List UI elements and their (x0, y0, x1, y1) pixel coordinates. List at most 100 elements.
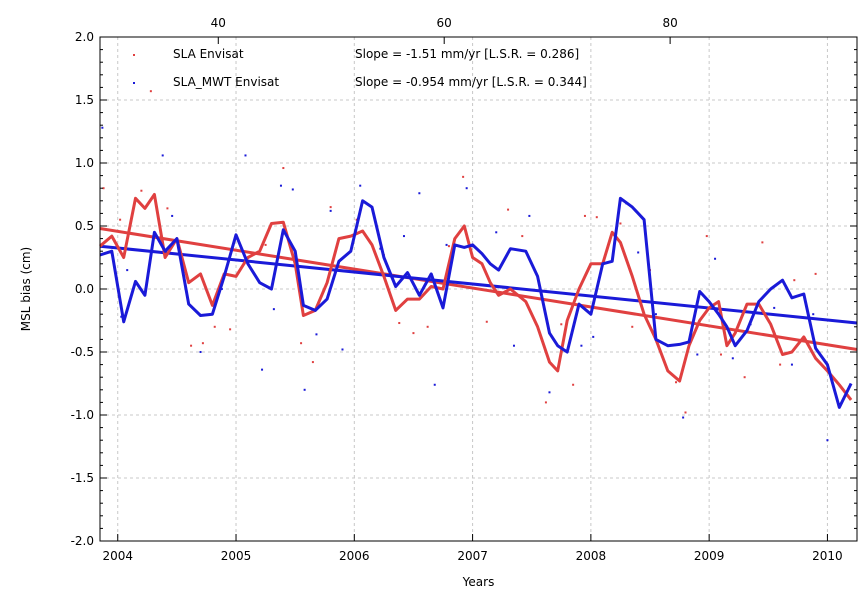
scatter-point (120, 315, 123, 318)
scatter-point (826, 439, 829, 442)
scatter-point (329, 209, 332, 212)
scatter-point (201, 342, 204, 345)
y-tick-label: 2.0 (75, 30, 94, 44)
y-tick-label: -2.0 (71, 534, 94, 548)
scatter-point (102, 187, 105, 190)
scatter-point (485, 320, 488, 323)
scatter-point (528, 214, 531, 217)
y-axis-label: MSL bias (cm) (19, 247, 33, 332)
scatter-point (166, 207, 169, 210)
scatter-point (101, 126, 104, 129)
scatter-point (229, 328, 232, 331)
y-tick-label: 0.5 (75, 219, 94, 233)
scatter-point (761, 241, 764, 244)
scatter-point (315, 333, 318, 336)
y-tick-label: 1.0 (75, 156, 94, 170)
scatter-point (433, 383, 436, 386)
scatter-point (412, 332, 415, 335)
scatter-point (282, 167, 285, 170)
x-tick-label: 2010 (812, 549, 843, 563)
scatter-point (279, 184, 282, 187)
scatter-point (548, 391, 551, 394)
scatter-point (743, 376, 746, 379)
scatter-point (329, 206, 332, 209)
scatter-point (631, 325, 634, 328)
scatter-point (426, 325, 429, 328)
scatter-point (213, 325, 216, 328)
scatter-point (714, 257, 717, 260)
trend-line (99, 244, 858, 325)
legend-slope-text: Slope = -0.954 mm/yr [L.S.R. = 0.344] (355, 75, 587, 89)
x-tick-label: 2009 (694, 549, 725, 563)
scatter-points (101, 90, 829, 442)
scatter-point (637, 251, 640, 254)
scatter-point (303, 388, 306, 391)
scatter-point (398, 322, 401, 325)
scatter-point (682, 416, 685, 419)
scatter-point (161, 154, 164, 157)
scatter-point (264, 243, 267, 246)
legend: SLA Envisat Slope = -1.51 mm/yr [L.S.R. =… (133, 47, 587, 89)
scatter-point (341, 348, 344, 351)
scatter-point (731, 357, 734, 360)
scatter-point (244, 154, 247, 157)
scatter-point (402, 235, 405, 238)
scatter-point (495, 231, 498, 234)
scatter-point (272, 308, 275, 311)
x-tick-label: 2008 (576, 549, 607, 563)
y-tick-label: -1.5 (71, 471, 94, 485)
scatter-point (619, 222, 622, 225)
scatter-point (171, 214, 174, 217)
scatter-point (462, 175, 465, 178)
legend-marker (133, 82, 135, 84)
axis-ticks: 2004 2005 2006 2007 2008 2009 2010 40 60 80 2.0 1.5… (71, 16, 857, 563)
y-tick-label: 1.5 (75, 93, 94, 107)
x2-tick-label: 60 (437, 16, 452, 30)
legend-label: SLA Envisat (173, 47, 244, 61)
scatter-point (311, 361, 314, 364)
scatter-point (814, 272, 817, 275)
y-tick-label: -1.0 (71, 408, 94, 422)
legend-marker (133, 54, 135, 56)
scatter-point (654, 313, 657, 316)
scatter-point (790, 363, 793, 366)
legend-label: SLA_MWT Envisat (173, 75, 279, 89)
scatter-point (119, 218, 122, 221)
scatter-point (465, 187, 468, 190)
scatter-point (696, 353, 699, 356)
legend-slope-text: Slope = -1.51 mm/yr [L.S.R. = 0.286] (355, 47, 579, 61)
scatter-point (773, 306, 776, 309)
scatter-point (592, 335, 595, 338)
scatter-point (507, 208, 510, 211)
scatter-point (572, 383, 575, 386)
x2-tick-label: 40 (211, 16, 226, 30)
y-tick-label: 0.0 (75, 282, 94, 296)
scatter-point (190, 344, 193, 347)
trend-line (99, 227, 858, 351)
series-lines (99, 193, 853, 409)
scatter-point (779, 363, 782, 366)
scatter-point (199, 351, 202, 353)
scatter-point (705, 235, 708, 238)
scatter-point (583, 214, 586, 217)
scatter-point (595, 216, 598, 219)
scatter-point (126, 269, 129, 272)
x-tick-label: 2004 (102, 549, 133, 563)
scatter-point (149, 90, 152, 93)
x-axis-label: Years (462, 575, 495, 589)
x-tick-label: 2006 (339, 549, 370, 563)
scatter-point (445, 243, 448, 246)
scatter-point (560, 323, 563, 326)
x2-tick-label: 80 (662, 16, 677, 30)
scatter-point (719, 353, 722, 356)
scatter-point (684, 411, 687, 414)
scatter-point (580, 344, 583, 347)
x-tick-label: 2005 (221, 549, 252, 563)
scatter-point (300, 342, 303, 345)
y-tick-label: -0.5 (71, 345, 94, 359)
scatter-point (418, 192, 421, 195)
scatter-point (812, 313, 815, 316)
series-line-1 (99, 196, 853, 409)
